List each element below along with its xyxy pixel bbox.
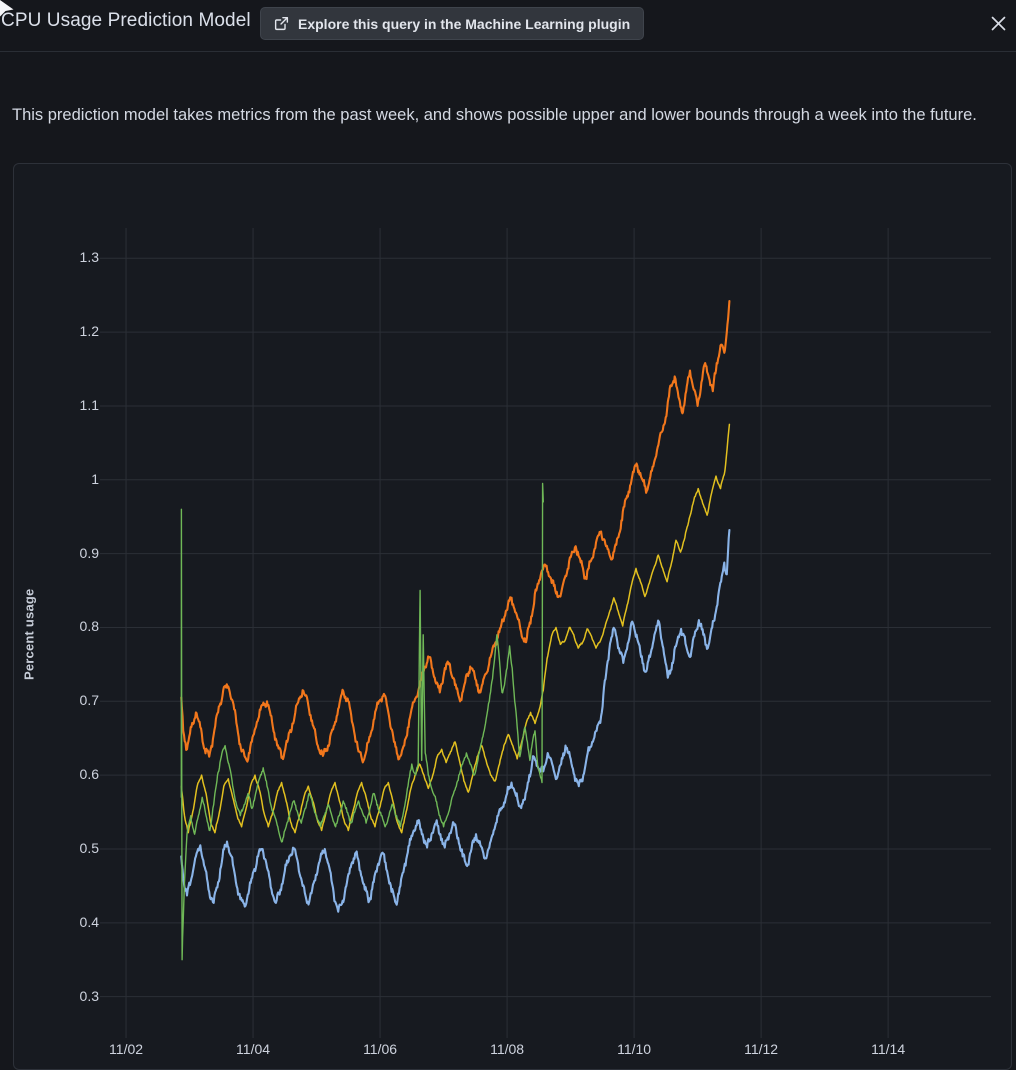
x-tick-label: 11/04	[236, 1041, 271, 1057]
gridlines	[100, 228, 991, 1038]
y-tick-label: 1.3	[79, 249, 99, 266]
y-tick-label: 1	[91, 470, 99, 487]
x-tick-label: 11/12	[744, 1041, 779, 1057]
explore-ml-button-label: Explore this query in the Machine Learni…	[298, 15, 631, 32]
y-tick-label: 0.4	[79, 913, 99, 930]
explore-ml-button[interactable]: Explore this query in the Machine Learni…	[260, 7, 645, 40]
y-tick-label: 1.2	[79, 323, 99, 340]
x-tick-label: 11/02	[109, 1041, 144, 1057]
close-button[interactable]	[985, 10, 1011, 36]
x-tick-label: 11/14	[871, 1041, 906, 1057]
header-divider	[0, 51, 1016, 52]
y-tick-label: 1.1	[79, 396, 99, 413]
series-prediction-line	[180, 423, 731, 834]
series-lower-bound-line	[180, 528, 731, 913]
y-tick-label: 0.8	[79, 618, 99, 635]
series-actual-line	[180, 482, 544, 961]
x-tick-label: 11/10	[617, 1041, 652, 1057]
y-tick-label: 0.7	[79, 692, 99, 709]
y-tick-label: 0.5	[79, 839, 99, 856]
series-upper-bound-line	[180, 300, 731, 764]
chart-panel: Percent usage 0.3 0.4 0.5 0.6 0.7 0.8 0.9 1 1.1 1…	[13, 163, 1012, 1070]
y-tick-label: 0.6	[79, 766, 99, 783]
mouse-cursor	[0, 0, 14, 17]
y-tick-label: 0.9	[79, 544, 99, 561]
x-tick-label: 11/08	[490, 1041, 525, 1057]
x-tick-label: 11/06	[363, 1041, 398, 1057]
description-text: This prediction model takes metrics from…	[12, 105, 977, 124]
y-tick-label: 0.3	[79, 987, 99, 1004]
page-title: CPU Usage Prediction Model	[1, 10, 251, 31]
external-link-icon	[274, 16, 289, 31]
close-icon	[991, 16, 1005, 30]
prediction-chart[interactable]	[14, 164, 1011, 1069]
